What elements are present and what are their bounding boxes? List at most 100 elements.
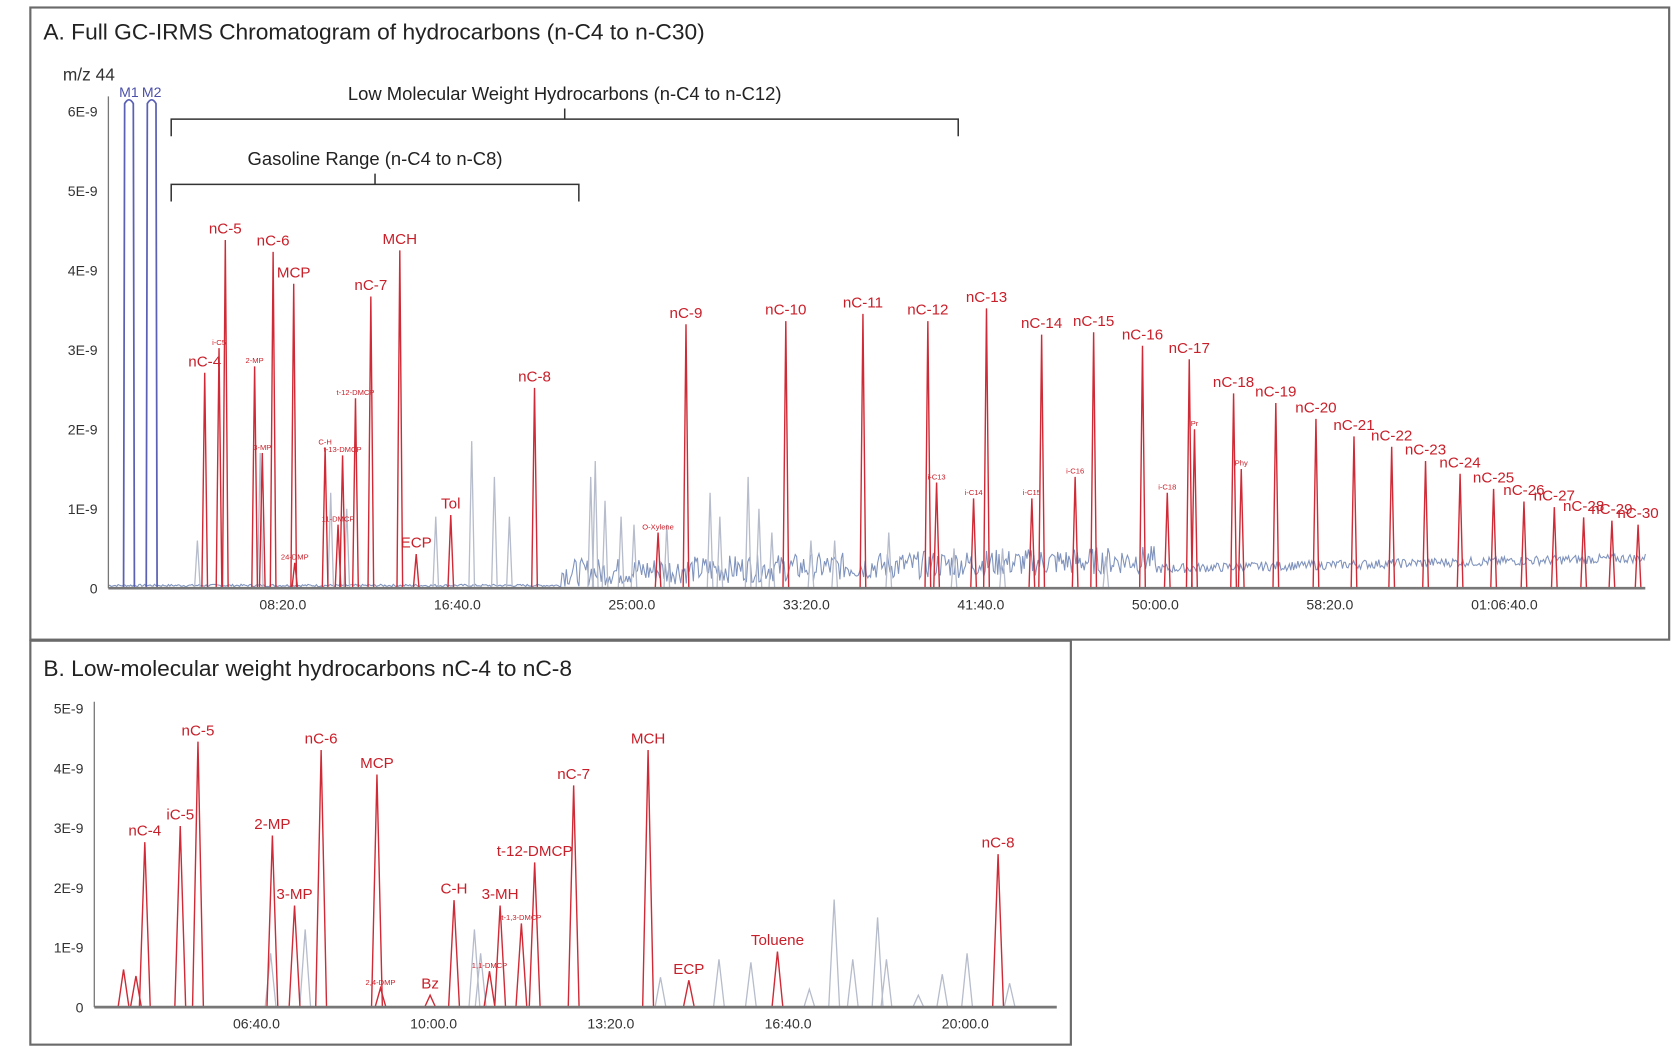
peak-label: nC-20 <box>1295 400 1336 417</box>
peak <box>1520 501 1528 589</box>
peak <box>191 741 205 1008</box>
unlabeled-peak <box>617 516 625 589</box>
reference-peak <box>122 98 136 589</box>
peak <box>641 750 655 1008</box>
peak <box>351 398 360 589</box>
peak <box>291 562 299 589</box>
panel-b-plot: nC-4 iC-5 nC-5 2-MP 3-MP nC-6 MCP 2,4-DMP Bz C-H 1… <box>54 701 1057 1032</box>
peak-label: nC-15 <box>1073 313 1114 330</box>
peak <box>1388 446 1396 589</box>
peak <box>258 453 266 589</box>
peak-label: nC-28 <box>1563 498 1604 515</box>
peak <box>447 515 455 589</box>
peak <box>1071 476 1079 589</box>
y-tick-label: 4E-9 <box>68 263 98 279</box>
unlabeled-peak <box>474 953 487 1008</box>
peak-label: nC-29 <box>1591 501 1632 518</box>
peak-label: 3-MH <box>482 886 519 903</box>
reference-peak-label: M2 <box>142 84 162 100</box>
unlabeled-peak <box>950 548 958 589</box>
panel-a-plot: M1 M2 nC-4 i-C5 nC-5 2-MP 3-MP nC-6 MCP 24-DMP C-H… <box>68 83 1659 613</box>
y-tick-label: 5E-9 <box>68 183 98 199</box>
peak <box>339 455 347 589</box>
peak-label: nC-5 <box>182 722 215 739</box>
peak-label: nC-6 <box>257 233 290 250</box>
peak-label: i-C5 <box>212 338 226 347</box>
peak <box>1237 468 1245 589</box>
unlabeled-peak <box>744 476 752 589</box>
peak <box>1456 473 1464 589</box>
unlabeled-peak <box>999 548 1007 589</box>
peak-label: nC-26 <box>1503 482 1544 499</box>
peak <box>447 900 461 1008</box>
peak <box>1163 492 1171 589</box>
peak-label: nC-25 <box>1473 469 1514 486</box>
panel-a-ylabel: m/z 44 <box>63 64 115 84</box>
peak <box>859 313 867 589</box>
peak <box>493 905 507 1008</box>
unlabeled-peak <box>654 977 667 1008</box>
unlabeled-peak <box>299 929 312 1008</box>
peak-label: nC-14 <box>1021 315 1062 332</box>
y-tick-label: 6E-9 <box>68 104 98 120</box>
peak-label: nC-8 <box>982 835 1015 852</box>
unlabeled-peak <box>871 917 884 1008</box>
peak-label: t-13-DMCP <box>324 445 362 454</box>
peak-label: MCP <box>360 755 394 772</box>
peak-label: i-C16 <box>1066 467 1084 476</box>
peak-label: nC-8 <box>518 369 551 386</box>
unlabeled-peak <box>193 540 201 589</box>
peak <box>138 842 151 1008</box>
peak-label: nC-27 <box>1534 488 1575 505</box>
peak <box>117 969 130 1008</box>
peak <box>1312 418 1320 589</box>
peak <box>269 251 277 589</box>
y-tick-label: 1E-9 <box>68 501 98 517</box>
unlabeled-peak <box>936 974 949 1008</box>
peak <box>654 532 662 589</box>
peak <box>1090 332 1098 589</box>
peak-label: nC-10 <box>765 302 806 319</box>
peak-label: Pr <box>1191 419 1199 428</box>
peak <box>174 825 187 1008</box>
peak <box>1634 524 1642 589</box>
peak <box>991 854 1005 1008</box>
peak-label: nC-24 <box>1439 454 1480 471</box>
peak <box>515 923 528 1008</box>
peak <box>1422 460 1430 589</box>
peak-label: i-C15 <box>1023 488 1041 497</box>
panel-b-title: B. Low-molecular weight hydrocarbons nC-… <box>43 656 572 681</box>
peak-label: 24-DMP <box>281 553 309 562</box>
peak-label: MCH <box>631 731 666 748</box>
x-tick-label: 08:20.0 <box>259 597 306 613</box>
unlabeled-peak <box>807 540 815 589</box>
peak <box>567 785 580 1008</box>
panel-b-frame <box>29 639 1072 1046</box>
peak-label: 11-DMCP <box>322 514 355 523</box>
unlabeled-peak <box>468 441 476 589</box>
peak <box>483 971 496 1008</box>
peak-label: 2-MP <box>246 356 264 365</box>
x-tick-label: 13:20.0 <box>587 1016 634 1032</box>
reference-peak <box>145 98 158 589</box>
peak-label: nC-22 <box>1371 427 1412 444</box>
peak-label: 3-MP <box>253 443 271 452</box>
peak <box>933 482 941 589</box>
peak-label: nC-16 <box>1122 326 1163 343</box>
peak-label: MCH <box>383 231 418 248</box>
y-tick-label: 2E-9 <box>54 880 84 896</box>
peak-label: Phy <box>1235 459 1248 468</box>
peak <box>528 862 541 1008</box>
panel-a-frame <box>29 6 1671 641</box>
unlabeled-peak <box>803 986 816 1008</box>
y-tick-label: 2E-9 <box>68 422 98 438</box>
x-tick-label: 06:40.0 <box>233 1016 280 1032</box>
unlabeled-peak <box>768 532 776 589</box>
range-bracket <box>170 108 959 137</box>
unlabeled-peak <box>587 476 595 589</box>
peak <box>771 951 784 1008</box>
peak <box>1350 436 1358 589</box>
peak-label: nC-21 <box>1333 417 1374 434</box>
peak-label: nC-23 <box>1405 442 1446 459</box>
